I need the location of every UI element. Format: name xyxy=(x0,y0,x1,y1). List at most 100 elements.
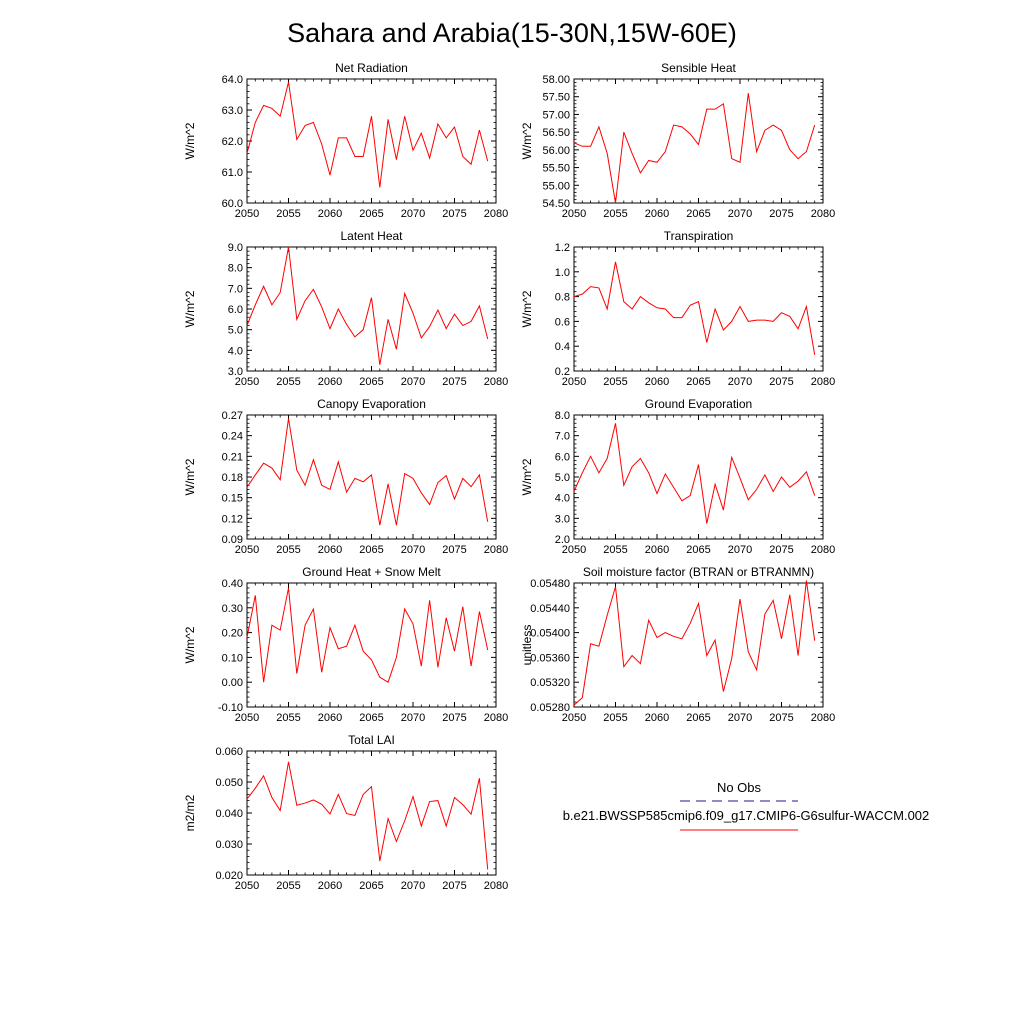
chart-1-xtick-label: 2065 xyxy=(359,208,383,220)
chart-7-series-line xyxy=(246,587,489,683)
chart-9-xtick-label: 2060 xyxy=(318,880,342,892)
chart-9-xtick-label: 2070 xyxy=(401,880,425,892)
chart-7-ytick-label: 0.20 xyxy=(222,628,243,640)
chart-2-xtick-label: 2050 xyxy=(562,208,586,220)
chart-8-ylabel: unitless xyxy=(520,625,534,666)
chart-1-xtick-label: 2070 xyxy=(401,208,425,220)
chart-7-ytick-label: 0.00 xyxy=(222,677,243,689)
chart-3-xtick-label: 2055 xyxy=(276,376,300,388)
chart-5-ytick-label: 0.15 xyxy=(222,493,243,505)
chart-7-ylabel: W/m^2 xyxy=(183,626,197,663)
chart-2-ylabel: W/m^2 xyxy=(520,122,534,159)
chart-5-title: Canopy Evaporation xyxy=(317,397,426,411)
chart-9-ytick-label: 0.050 xyxy=(215,777,243,789)
chart-6-xtick-label: 2075 xyxy=(769,544,793,556)
chart-5-ytick-label: 0.12 xyxy=(222,513,243,525)
chart-5-ylabel: W/m^2 xyxy=(183,458,197,495)
chart-2-ytick-label: 54.50 xyxy=(542,198,570,210)
chart-4-xtick-label: 2050 xyxy=(562,376,586,388)
chart-3-xtick-label: 2080 xyxy=(484,376,508,388)
chart-2-ytick-label: 57.50 xyxy=(542,92,570,104)
chart-8-xtick-label: 2050 xyxy=(562,712,586,724)
chart-9-xtick-label: 2055 xyxy=(276,880,300,892)
chart-6-series-line xyxy=(573,423,816,524)
chart-6-ytick-label: 7.0 xyxy=(555,431,570,443)
chart-9-ytick-label: 0.020 xyxy=(215,870,243,882)
figure-title: Sahara and Arabia(15-30N,15W-60E) xyxy=(287,18,737,48)
chart-8-ytick-label: 0.05280 xyxy=(530,702,570,714)
chart-2-series-line xyxy=(573,93,816,204)
chart-5-xtick-label: 2065 xyxy=(359,544,383,556)
chart-4-title: Transpiration xyxy=(664,229,734,243)
chart-3-xtick-label: 2070 xyxy=(401,376,425,388)
chart-6-xtick-label: 2070 xyxy=(728,544,752,556)
chart-3-xtick-label: 2075 xyxy=(442,376,466,388)
chart-4-ytick-label: 0.6 xyxy=(555,316,570,328)
chart-7-ytick-label: 0.10 xyxy=(222,652,243,664)
chart-7-xtick-label: 2075 xyxy=(442,712,466,724)
chart-7-xtick-label: 2080 xyxy=(484,712,508,724)
chart-5-ytick-label: 0.09 xyxy=(222,534,243,546)
chart-3-ytick-label: 9.0 xyxy=(228,242,243,254)
chart-8-panel: 2050 2055 2060 2065 2070 2075 2080 0.05280 0.053… xyxy=(520,565,835,724)
chart-2-panel: 2050 2055 2060 2065 2070 2075 2080 54.50 55.00 55… xyxy=(520,61,835,220)
chart-3-xtick-label: 2050 xyxy=(235,376,259,388)
chart-6-ylabel: W/m^2 xyxy=(520,458,534,495)
chart-4-xtick-label: 2060 xyxy=(645,376,669,388)
chart-8-xtick-label: 2060 xyxy=(645,712,669,724)
chart-6-ytick-label: 4.0 xyxy=(555,493,570,505)
chart-6-xtick-label: 2050 xyxy=(562,544,586,556)
chart-7-ytick-label: 0.30 xyxy=(222,603,243,615)
chart-8-series-line xyxy=(573,580,816,706)
chart-4-panel: 2050 2055 2060 2065 2070 2075 2080 0.2 0.4 0.6 0.8… xyxy=(520,229,835,388)
chart-2-xtick-label: 2055 xyxy=(603,208,627,220)
chart-4-xtick-label: 2070 xyxy=(728,376,752,388)
chart-6-ytick-label: 8.0 xyxy=(555,410,570,422)
chart-3-series-line xyxy=(246,246,489,365)
chart-3-ytick-label: 7.0 xyxy=(228,283,243,295)
chart-1-ylabel: W/m^2 xyxy=(183,122,197,159)
chart-2-xtick-label: 2075 xyxy=(769,208,793,220)
chart-2-title: Sensible Heat xyxy=(661,61,736,75)
chart-5-xtick-label: 2055 xyxy=(276,544,300,556)
chart-1-xtick-label: 2060 xyxy=(318,208,342,220)
chart-3-ytick-label: 4.0 xyxy=(228,345,243,357)
chart-1-title: Net Radiation xyxy=(335,61,408,75)
legend-case-label: b.e21.BWSSP585cmip6.f09_g17.CMIP6-G6sulf… xyxy=(563,808,930,823)
chart-2-ytick-label: 57.00 xyxy=(542,109,570,121)
chart-panels: 2050 2055 2060 2065 2070 2075 2080 60.0 61.0 62.0… xyxy=(183,61,835,892)
chart-9-panel: 2050 2055 2060 2065 2070 2075 2080 0.020 0.030 0.… xyxy=(183,733,508,892)
chart-2-ytick-label: 55.50 xyxy=(542,163,570,175)
chart-6-ytick-label: 2.0 xyxy=(555,534,570,546)
chart-3-xtick-label: 2060 xyxy=(318,376,342,388)
chart-7-xtick-label: 2070 xyxy=(401,712,425,724)
chart-3-ytick-label: 3.0 xyxy=(228,366,243,378)
chart-8-ytick-label: 0.05440 xyxy=(530,603,570,615)
chart-6-panel: 2050 2055 2060 2065 2070 2075 2080 2.0 3.0 4.0 5.0… xyxy=(520,397,835,556)
chart-5-ytick-label: 0.27 xyxy=(222,410,243,422)
chart-4-ylabel: W/m^2 xyxy=(520,290,534,327)
chart-5-panel: 2050 2055 2060 2065 2070 2075 2080 0.09 0.12 0.15… xyxy=(183,397,508,556)
chart-6-ytick-label: 5.0 xyxy=(555,472,570,484)
chart-2-xtick-label: 2070 xyxy=(728,208,752,220)
chart-6-ytick-label: 6.0 xyxy=(555,451,570,463)
chart-6-xtick-label: 2065 xyxy=(686,544,710,556)
chart-5-xtick-label: 2080 xyxy=(484,544,508,556)
chart-6-title: Ground Evaporation xyxy=(645,397,752,411)
chart-5-xtick-label: 2070 xyxy=(401,544,425,556)
chart-9-ytick-label: 0.030 xyxy=(215,839,243,851)
chart-7-xtick-label: 2055 xyxy=(276,712,300,724)
chart-3-panel: 2050 2055 2060 2065 2070 2075 2080 3.0 4.0 5.0 6.0… xyxy=(183,229,508,388)
chart-9-series-line xyxy=(246,761,489,870)
chart-7-title: Ground Heat + Snow Melt xyxy=(302,565,441,579)
chart-3-ytick-label: 6.0 xyxy=(228,304,243,316)
chart-9-xtick-label: 2080 xyxy=(484,880,508,892)
chart-8-ytick-label: 0.05360 xyxy=(530,652,570,664)
chart-8-xtick-label: 2055 xyxy=(603,712,627,724)
chart-3-title: Latent Heat xyxy=(340,229,403,243)
chart-5-ytick-label: 0.24 xyxy=(222,431,243,443)
chart-4-ytick-label: 0.8 xyxy=(555,292,570,304)
chart-4-xtick-label: 2075 xyxy=(769,376,793,388)
chart-1-xtick-label: 2055 xyxy=(276,208,300,220)
chart-9-ytick-label: 0.060 xyxy=(215,746,243,758)
